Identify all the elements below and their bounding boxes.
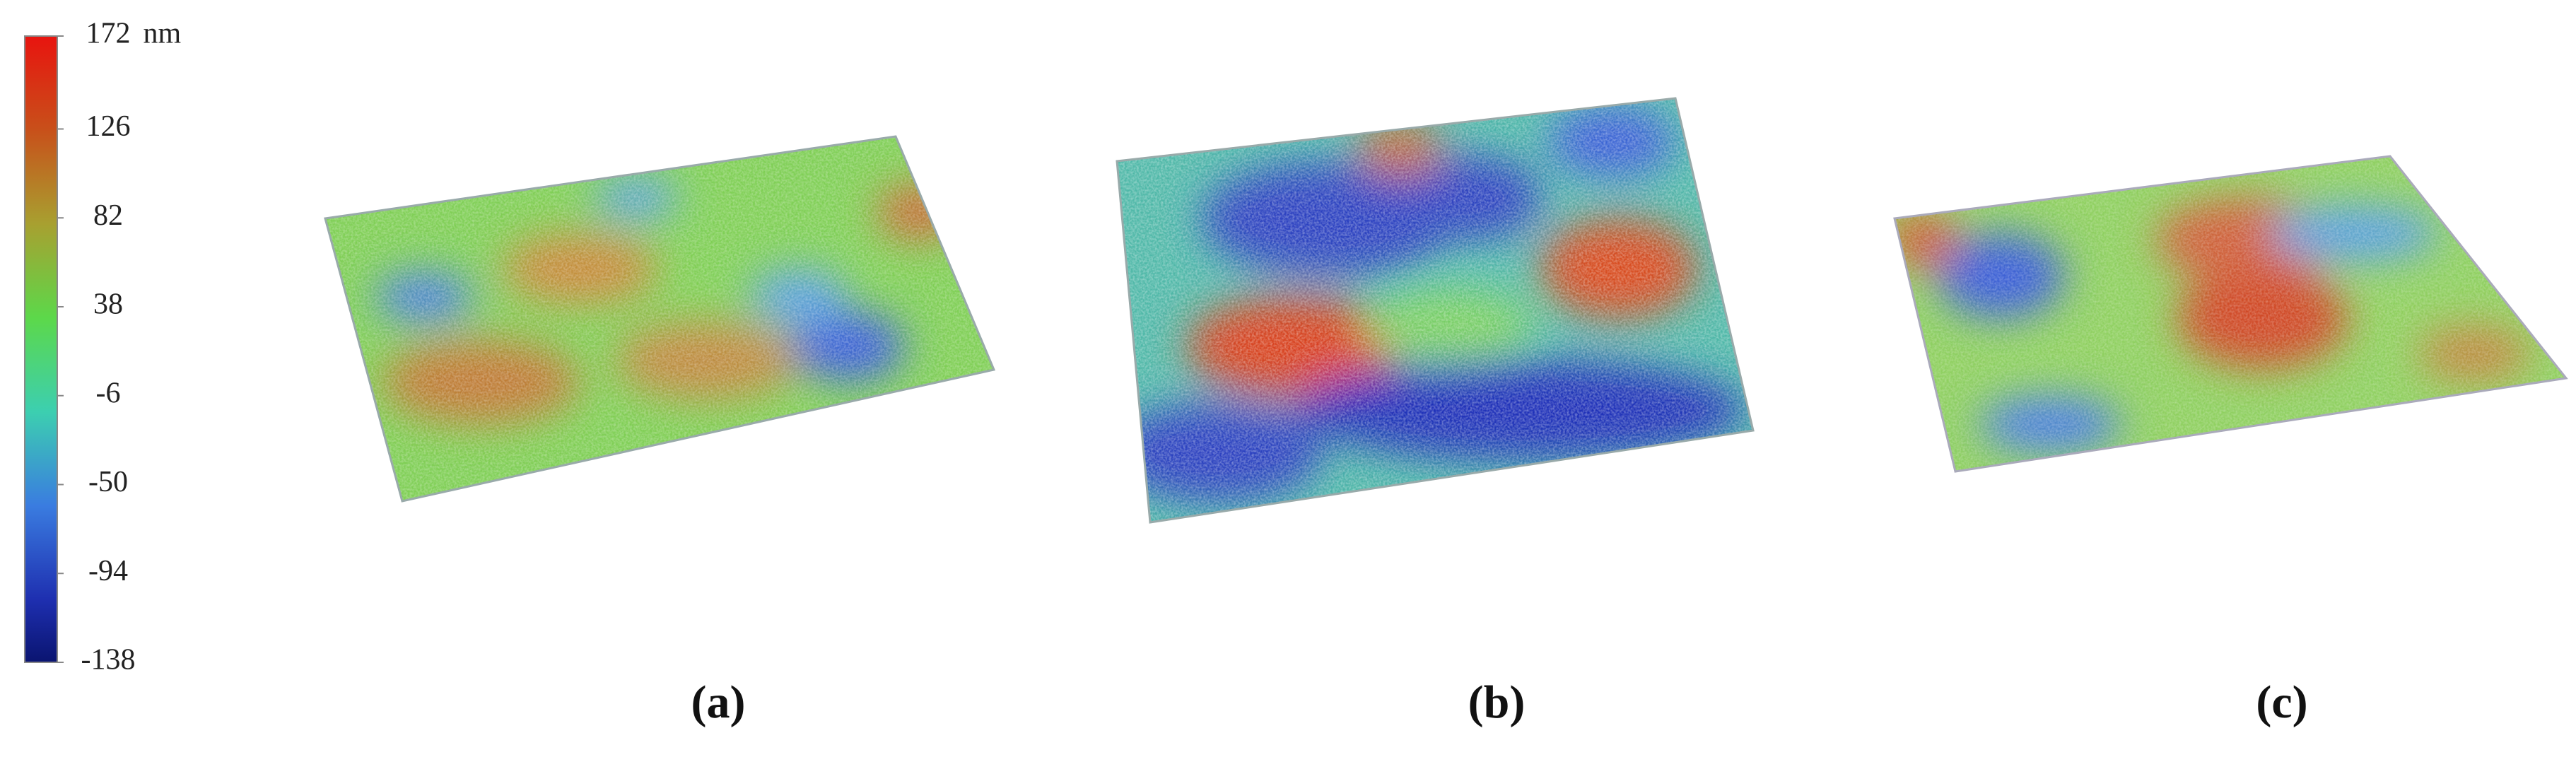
colorbar-ticks: 172 126 82 38 -6 -50 -94 -138 nm [57,18,182,676]
surface-b [1117,98,1753,522]
unit-label: nm [144,18,182,50]
tick-label: -6 [96,377,121,409]
tick-label: -94 [88,555,128,587]
panel-label: (b) [1468,676,1526,728]
surface-a [325,136,994,501]
tick-label: -50 [88,466,128,498]
tick-label: -138 [81,644,136,676]
tick-label: 82 [93,199,123,232]
panel-label: (c) [2256,676,2307,728]
tick-label: 38 [93,288,123,321]
tick-label: 172 [86,18,131,50]
panel-label: (a) [691,676,746,728]
tick-label: 126 [86,110,131,143]
colorbar [24,35,58,663]
